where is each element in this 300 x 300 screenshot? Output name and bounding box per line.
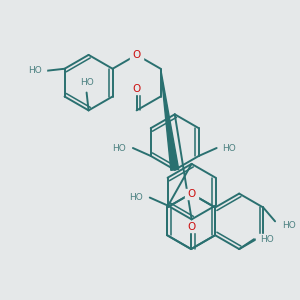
Bar <box>125 193 147 202</box>
Bar <box>108 143 130 153</box>
Text: HO: HO <box>129 193 143 202</box>
Text: O: O <box>187 222 195 232</box>
Bar <box>24 66 46 76</box>
Bar <box>130 84 143 94</box>
Text: HO: HO <box>222 143 236 152</box>
Text: O: O <box>133 84 141 94</box>
Text: HO: HO <box>282 221 296 230</box>
Text: HO: HO <box>28 66 42 75</box>
Bar <box>219 143 238 153</box>
Polygon shape <box>160 69 179 170</box>
Bar <box>185 222 198 232</box>
Bar <box>77 78 97 88</box>
Text: O: O <box>133 50 141 60</box>
Text: O: O <box>187 189 195 199</box>
Text: HO: HO <box>80 78 94 87</box>
Bar <box>278 220 300 230</box>
Bar <box>185 189 198 199</box>
Text: HO: HO <box>112 143 126 152</box>
Bar <box>130 50 143 60</box>
Text: HO: HO <box>260 235 274 244</box>
Bar <box>256 234 278 244</box>
